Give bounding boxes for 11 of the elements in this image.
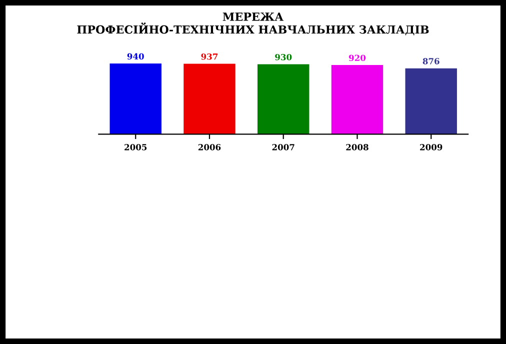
x-tick-label: 2008: [346, 144, 368, 150]
x-tick-label: 2007: [272, 144, 294, 150]
data-label: 930: [275, 54, 292, 60]
data-label: 937: [201, 53, 218, 60]
data-label: 876: [422, 58, 440, 64]
x-tick-label: 2006: [198, 144, 221, 150]
data-label: 920: [348, 54, 366, 62]
chart-title: МЕРЕЖА ПРОФЕСІЙНО-ТЕХНІЧНИХ НАВЧАЛЬНИХ ЗАКЛАДІВ: [77, 12, 429, 36]
data-label: 940: [127, 53, 144, 60]
x-tick-label: 2009: [420, 144, 442, 150]
x-tick-label: 2005: [124, 144, 147, 150]
